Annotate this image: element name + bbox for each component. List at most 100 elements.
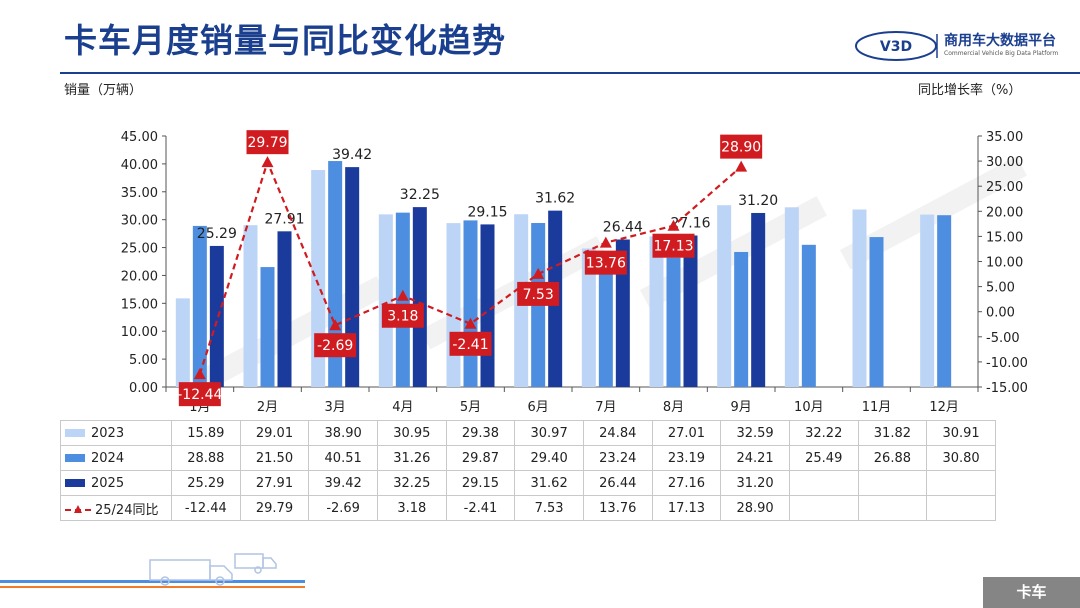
table-cell: 24.84 — [582, 420, 653, 446]
x-tick-label: 7月 — [595, 400, 616, 415]
yoy-marker — [193, 368, 206, 380]
yoy-label-box: 28.90 — [720, 134, 763, 159]
table-cell: 28.88 — [171, 445, 241, 471]
bar-2023-2月 — [243, 225, 258, 387]
table-cell: 13.76 — [582, 495, 653, 521]
legend-label: 25/24同比 — [95, 502, 159, 518]
bar-2024-1月 — [192, 225, 207, 387]
table-cell — [926, 495, 996, 521]
yoy-label-box: 7.53 — [517, 281, 560, 306]
bar-2023-3月 — [311, 170, 326, 387]
row-label: 2025 — [60, 470, 172, 496]
bar-value-label: 31.20 — [738, 193, 778, 209]
table-cell: -12.44 — [171, 495, 241, 521]
truck-outline-icon — [149, 553, 277, 586]
y-tick-label: 40.00 — [121, 158, 158, 173]
y2-tick-label: 25.00 — [986, 180, 1023, 195]
yoy-label: -12.44 — [177, 387, 222, 403]
table-cell: 32.22 — [788, 420, 859, 446]
legend-line-key — [65, 505, 91, 515]
table-cell: 23.19 — [651, 445, 722, 471]
table-cell: 32.59 — [720, 420, 790, 446]
table-cell: 27.91 — [239, 470, 310, 496]
bar-2023-7月 — [581, 248, 596, 387]
yoy-label-bg — [381, 303, 424, 328]
yoy-marker — [329, 319, 342, 331]
x-tick-label: 6月 — [528, 400, 549, 415]
legend-label: 2023 — [91, 425, 125, 441]
y2-tick-label: 10.00 — [986, 256, 1023, 271]
table-cell: 40.51 — [308, 445, 378, 471]
row-label: 2023 — [60, 420, 172, 446]
yoy-label-box: -2.69 — [314, 333, 357, 358]
table-cell: 3.18 — [376, 495, 447, 521]
y2-tick-label: 5.00 — [986, 281, 1015, 296]
table-cell: 31.62 — [514, 470, 584, 496]
table-cell: 25.49 — [788, 445, 859, 471]
legend-swatch — [65, 479, 85, 487]
table-cell: 31.82 — [857, 420, 928, 446]
bar-value-label: 25.29 — [197, 226, 237, 242]
bar-2024-2月 — [260, 267, 275, 387]
x-tick-label: 5月 — [460, 400, 481, 415]
yoy-data-labels: -12.44 29.79 -2.69 3.18 -2.41 7.53 13.76 17.13 2… — [177, 130, 763, 407]
bar-2025-3月 — [345, 167, 360, 387]
yoy-marker — [396, 289, 409, 301]
x-tick-label: 3月 — [325, 400, 346, 415]
logo-subtitle: Commercial Vehicle Big Data Platform — [944, 50, 1059, 57]
table-cell: 29.40 — [514, 445, 584, 471]
table-cell — [788, 495, 859, 521]
table-cell: 25.29 — [171, 470, 241, 496]
y2-tick-label: -15.00 — [986, 381, 1028, 396]
bar-2024-12月 — [937, 215, 952, 387]
table-row: 2023 15.89 29.01 38.90 30.95 29.38 30.97 24.84 2… — [60, 420, 996, 446]
legend-swatch — [65, 429, 85, 437]
bar-2023-10月 — [784, 207, 799, 387]
yoy-label: 17.13 — [653, 239, 693, 255]
yoy-label-bg — [314, 333, 357, 358]
yoy-label-bg — [517, 281, 560, 306]
yoy-label-bg — [720, 134, 763, 159]
yoy-marker — [532, 267, 545, 279]
yoy-marker — [261, 156, 274, 168]
y2-tick-label: 20.00 — [986, 205, 1023, 220]
y-tick-label: 15.00 — [121, 297, 158, 312]
logo-truck-icon: V3D — [855, 31, 937, 61]
table-cell: 29.01 — [239, 420, 310, 446]
yoy-label: 29.79 — [247, 135, 287, 151]
x-tick-labels: 1月 2月 3月 4月 5月 6月 7月 8月 9月 10月 11月 12月 — [189, 400, 959, 415]
bar-2025-8月 — [683, 235, 698, 387]
bar-2023-1月 — [175, 298, 190, 387]
table-cell: 23.24 — [582, 445, 653, 471]
yoy-line-series — [193, 156, 748, 380]
x-tick-label: 4月 — [392, 400, 413, 415]
y-tick-label: 20.00 — [121, 269, 158, 284]
table-cell: 28.90 — [720, 495, 790, 521]
y-tick-label: 45.00 — [121, 130, 158, 145]
yoy-marker — [599, 236, 612, 248]
x-tick-label: 2月 — [257, 400, 278, 415]
table-cell: 39.42 — [308, 470, 378, 496]
bar-value-label: 32.25 — [400, 187, 440, 203]
table-cell: 15.89 — [171, 420, 241, 446]
yoy-label-bg — [584, 250, 627, 275]
bar-2023-12月 — [920, 214, 935, 387]
x-tick-label: 12月 — [929, 400, 959, 415]
table-cell — [926, 470, 996, 496]
chart-axes: 0.00 5.00 10.00 15.00 20.00 25.00 30.00 35.00 40… — [121, 130, 1028, 396]
y2-tick-label: -10.00 — [986, 356, 1028, 371]
logo-name: 商用车大数据平台 — [944, 33, 1056, 49]
yoy-label: 13.76 — [586, 256, 626, 272]
row-label: 2024 — [60, 445, 172, 471]
yoy-label-bg — [449, 331, 492, 356]
yoy-label-bg — [178, 382, 221, 407]
y2-tick-label: 0.00 — [986, 306, 1015, 321]
bar-2025-1月 — [209, 245, 224, 387]
row-label: 25/24同比 — [60, 495, 172, 521]
table-cell: 31.26 — [376, 445, 447, 471]
yoy-label-box: 3.18 — [381, 303, 424, 328]
data-table: 2023 15.89 29.01 38.90 30.95 29.38 30.97 24.84 2… — [60, 420, 996, 521]
yoy-label-box: 17.13 — [652, 233, 695, 258]
y-tick-label: 30.00 — [121, 214, 158, 229]
